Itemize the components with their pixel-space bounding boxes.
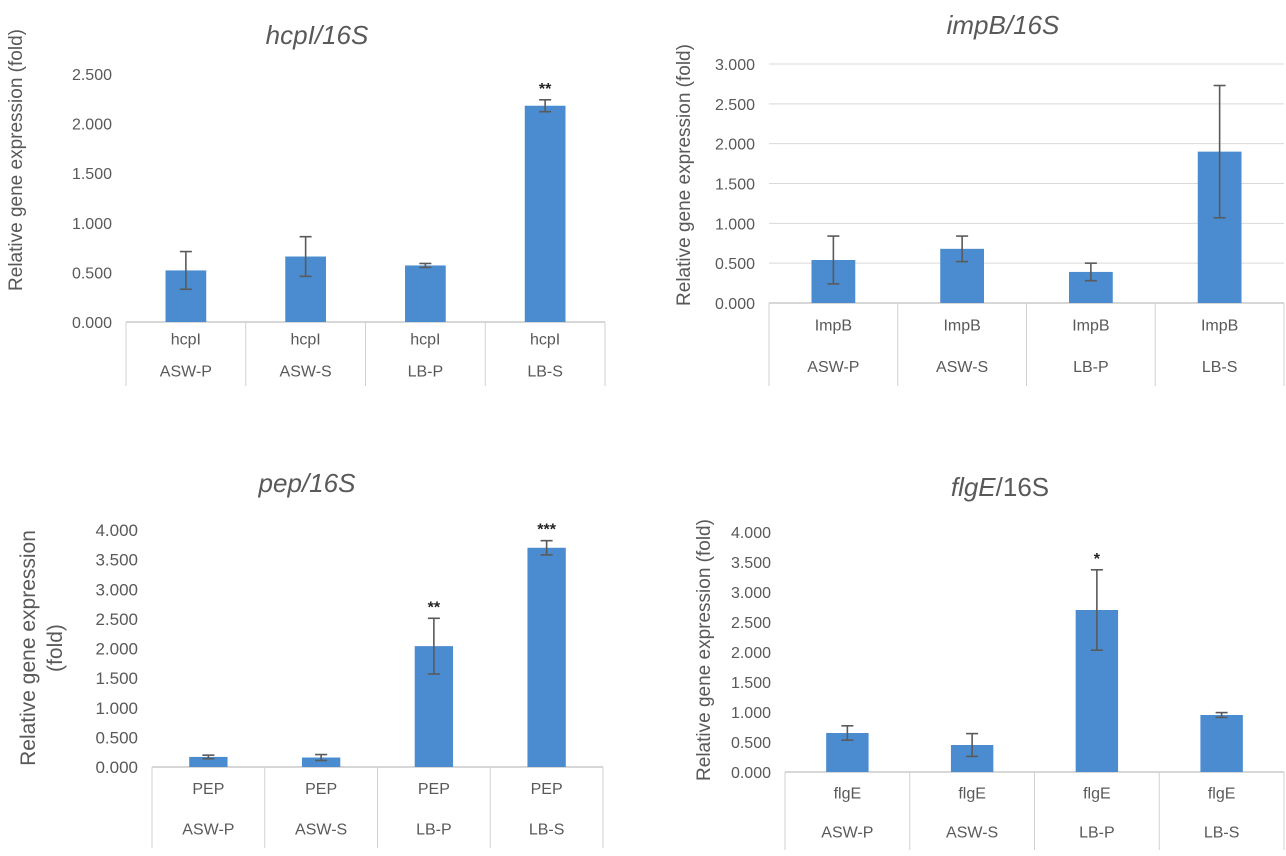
y-tick-label: 4.000: [95, 521, 138, 540]
y-axis-label: Relative gene expression (fold): [694, 519, 715, 781]
y-tick-label: 0.500: [715, 256, 755, 273]
category-condition-label: LB-P: [408, 364, 444, 381]
y-tick-label: 2.500: [95, 610, 138, 629]
category-condition-label: LB-S: [529, 822, 565, 839]
category-condition-label: LB-P: [416, 822, 452, 839]
chart-flge: flgE/16S 0.000 0.500 1.000 1.500 2.000 2.500 3.…: [694, 472, 1285, 850]
category-condition-label: ASW-P: [821, 824, 873, 841]
category-condition-label: LB-S: [1204, 824, 1240, 841]
category-gene-label: PEP: [531, 781, 563, 798]
bar: [527, 547, 566, 767]
category-condition-label: ASW-S: [280, 364, 332, 381]
category-condition-label: LB-S: [1202, 359, 1238, 376]
y-tick-label: 1.500: [715, 177, 755, 194]
bar: [405, 265, 446, 322]
y-tick-label: 1.000: [72, 216, 112, 233]
y-tick-label: 1.500: [72, 166, 112, 183]
y-tick-label: 0.500: [731, 735, 771, 752]
y-tick-label: 0.000: [715, 296, 755, 313]
chart-impb: impB/16S 0.000 0.500 1.000 1.500 2.000 2.500 3.…: [674, 10, 1285, 386]
category-condition-label: ASW-P: [807, 359, 859, 376]
y-axis-label: Relative gene expression (fold): [674, 44, 695, 306]
y-tick-label: 1.500: [731, 675, 771, 692]
chart-title: pep/16S: [258, 468, 357, 498]
y-tick-label: 0.000: [95, 758, 138, 777]
y-axis-label-line: Relative gene expression: [17, 530, 40, 766]
category-condition-label: ASW-S: [946, 824, 998, 841]
chart-title-gene: hcpI: [266, 20, 315, 50]
category-condition-label: ASW-S: [295, 822, 347, 839]
y-tick-label: 2.000: [731, 645, 771, 662]
y-tick-label: 0.500: [72, 265, 112, 282]
y-tick-label: 0.000: [731, 765, 771, 782]
y-tick-label: 3.500: [731, 555, 771, 572]
significance-marker: ***: [537, 522, 556, 539]
y-tick-label: 2.500: [72, 67, 112, 84]
category-condition-label: LB-P: [1073, 359, 1109, 376]
y-tick-label: 3.000: [731, 585, 771, 602]
significance-marker: **: [539, 81, 552, 98]
y-tick-label: 1.000: [715, 216, 755, 233]
category-condition-label: LB-P: [1079, 824, 1115, 841]
chart-pep: pep/16S 0.000 0.500 1.000 1.500 2.000 2.500 3.0…: [17, 468, 604, 848]
y-tick-label: 0.500: [95, 728, 138, 747]
bar: [189, 756, 228, 767]
category-gene-label: PEP: [305, 781, 337, 798]
chart-title-gene: impB: [947, 10, 1006, 40]
category-gene-label: hcpI: [410, 332, 440, 349]
y-axis-label-line: (fold): [44, 624, 67, 672]
chart-title: hcpI/16S: [266, 20, 369, 50]
bar: [524, 105, 566, 322]
y-tick-label: 2.000: [72, 117, 112, 134]
category-gene-label: ImpB: [1072, 318, 1109, 335]
chart-hcpi: hcpI/16S 0.000 0.500 1.000 1.500 2.000 2.500 Re…: [6, 20, 606, 386]
y-tick-label: 3.500: [95, 551, 138, 570]
category-gene-label: hcpI: [291, 332, 321, 349]
category-condition-label: LB-S: [527, 364, 563, 381]
category-gene-label: ImpB: [1201, 318, 1238, 335]
chart-title-suffix: /16S: [1004, 10, 1060, 40]
category-gene-label: ImpB: [943, 318, 980, 335]
category-gene-label: hcpI: [171, 332, 201, 349]
y-tick-label: 1.500: [95, 669, 138, 688]
y-tick-label: 4.000: [731, 525, 771, 542]
y-tick-label: 1.000: [731, 705, 771, 722]
y-tick-label: 1.000: [95, 699, 138, 718]
chart-title-gene: flgE: [951, 472, 996, 502]
y-tick-label: 3.000: [715, 57, 755, 74]
chart-title-gene: pep: [258, 468, 302, 498]
bar: [301, 757, 341, 767]
category-gene-label: ImpB: [815, 318, 852, 335]
chart-title-suffix: /16S: [300, 468, 356, 498]
y-tick-label: 3.000: [95, 580, 138, 599]
chart-title-suffix: /16S: [313, 20, 369, 50]
category-gene-label: hcpI: [530, 332, 560, 349]
chart-title-suffix: /16S: [996, 472, 1050, 502]
category-condition-label: ASW-P: [160, 364, 212, 381]
y-tick-label: 2.500: [731, 615, 771, 632]
category-gene-label: flgE: [1208, 785, 1236, 802]
y-axis-label: Relative gene expression (fold): [6, 29, 27, 291]
y-tick-label: 2.000: [95, 640, 138, 659]
category-gene-label: flgE: [1083, 785, 1111, 802]
category-gene-label: PEP: [418, 781, 450, 798]
y-tick-label: 0.000: [72, 315, 112, 332]
y-axis-label: Relative gene expression (fold): [17, 530, 67, 766]
y-tick-label: 2.500: [715, 97, 755, 114]
chart-title: flgE/16S: [951, 472, 1049, 502]
category-gene-label: flgE: [834, 785, 862, 802]
category-gene-label: flgE: [958, 785, 986, 802]
category-gene-label: PEP: [192, 781, 224, 798]
y-tick-label: 2.000: [715, 137, 755, 154]
bar: [1200, 715, 1243, 772]
category-condition-label: ASW-S: [936, 359, 988, 376]
category-condition-label: ASW-P: [182, 822, 234, 839]
significance-marker: **: [428, 599, 441, 616]
significance-marker: *: [1094, 551, 1101, 568]
chart-title: impB/16S: [947, 10, 1060, 40]
